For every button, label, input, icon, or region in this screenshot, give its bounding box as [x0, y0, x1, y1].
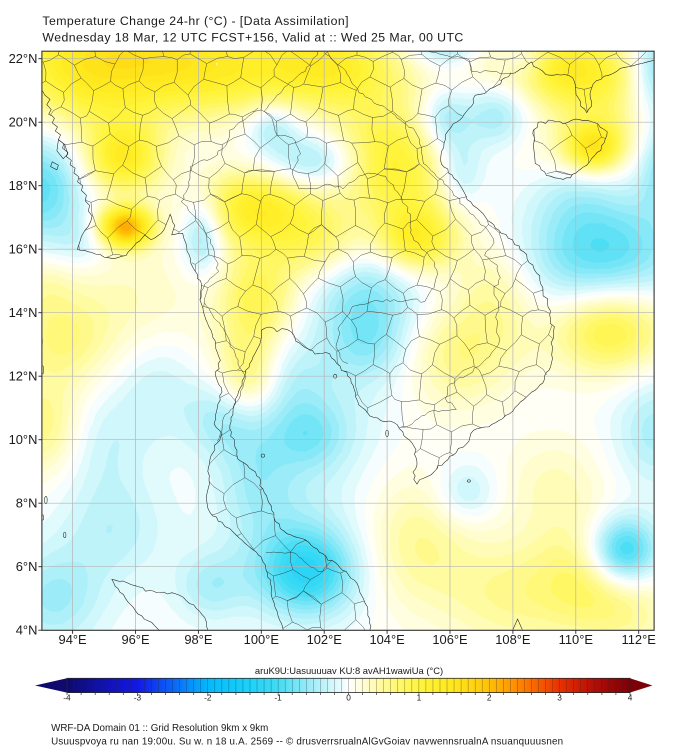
svg-text:4°N: 4°N [16, 623, 38, 638]
svg-text:16°N: 16°N [9, 242, 38, 257]
svg-text:Temperature Change 24-hr (°C): Temperature Change 24-hr (°C) - [Data As… [42, 14, 349, 28]
svg-text:10°N: 10°N [9, 432, 38, 447]
svg-text:98°E: 98°E [184, 632, 212, 647]
svg-text:WRF-DA Domain 01 :: Grid Resol: WRF-DA Domain 01 :: Grid Resolution 9km … [51, 723, 268, 734]
svg-text:106°E: 106°E [432, 632, 468, 647]
svg-text:4: 4 [628, 693, 633, 703]
svg-text:-1: -1 [274, 693, 282, 703]
svg-text:aruK9U:Uasuuuuav KU:8 avAH1waw: aruK9U:Uasuuuuav KU:8 avAH1wawiUa (°C) [255, 665, 443, 676]
svg-text:Wednesday 18 Mar, 12 UTC FCST+: Wednesday 18 Mar, 12 UTC FCST+156, Valid… [42, 31, 463, 45]
svg-text:-3: -3 [134, 693, 142, 703]
svg-text:3: 3 [557, 693, 562, 703]
svg-text:100°E: 100°E [244, 632, 280, 647]
svg-text:Usuuspvoya ru nan 19:00u. Su w: Usuuspvoya ru nan 19:00u. Su w. n 18 u.A… [51, 737, 563, 748]
svg-text:-4: -4 [63, 693, 71, 703]
svg-text:104°E: 104°E [369, 632, 405, 647]
svg-text:22°N: 22°N [9, 51, 38, 66]
svg-text:8°N: 8°N [16, 496, 38, 511]
svg-text:108°E: 108°E [495, 632, 531, 647]
svg-text:18°N: 18°N [9, 178, 38, 193]
svg-text:94°E: 94°E [59, 632, 87, 647]
svg-text:0: 0 [346, 693, 351, 703]
svg-text:-2: -2 [204, 693, 212, 703]
svg-text:96°E: 96°E [121, 632, 149, 647]
svg-text:2: 2 [487, 693, 492, 703]
svg-text:102°E: 102°E [307, 632, 343, 647]
svg-text:1: 1 [417, 693, 422, 703]
svg-text:14°N: 14°N [9, 305, 38, 320]
svg-text:112°E: 112°E [622, 632, 657, 647]
svg-text:20°N: 20°N [9, 115, 38, 130]
svg-text:6°N: 6°N [16, 559, 38, 574]
svg-text:12°N: 12°N [9, 369, 38, 384]
svg-text:110°E: 110°E [559, 632, 594, 647]
